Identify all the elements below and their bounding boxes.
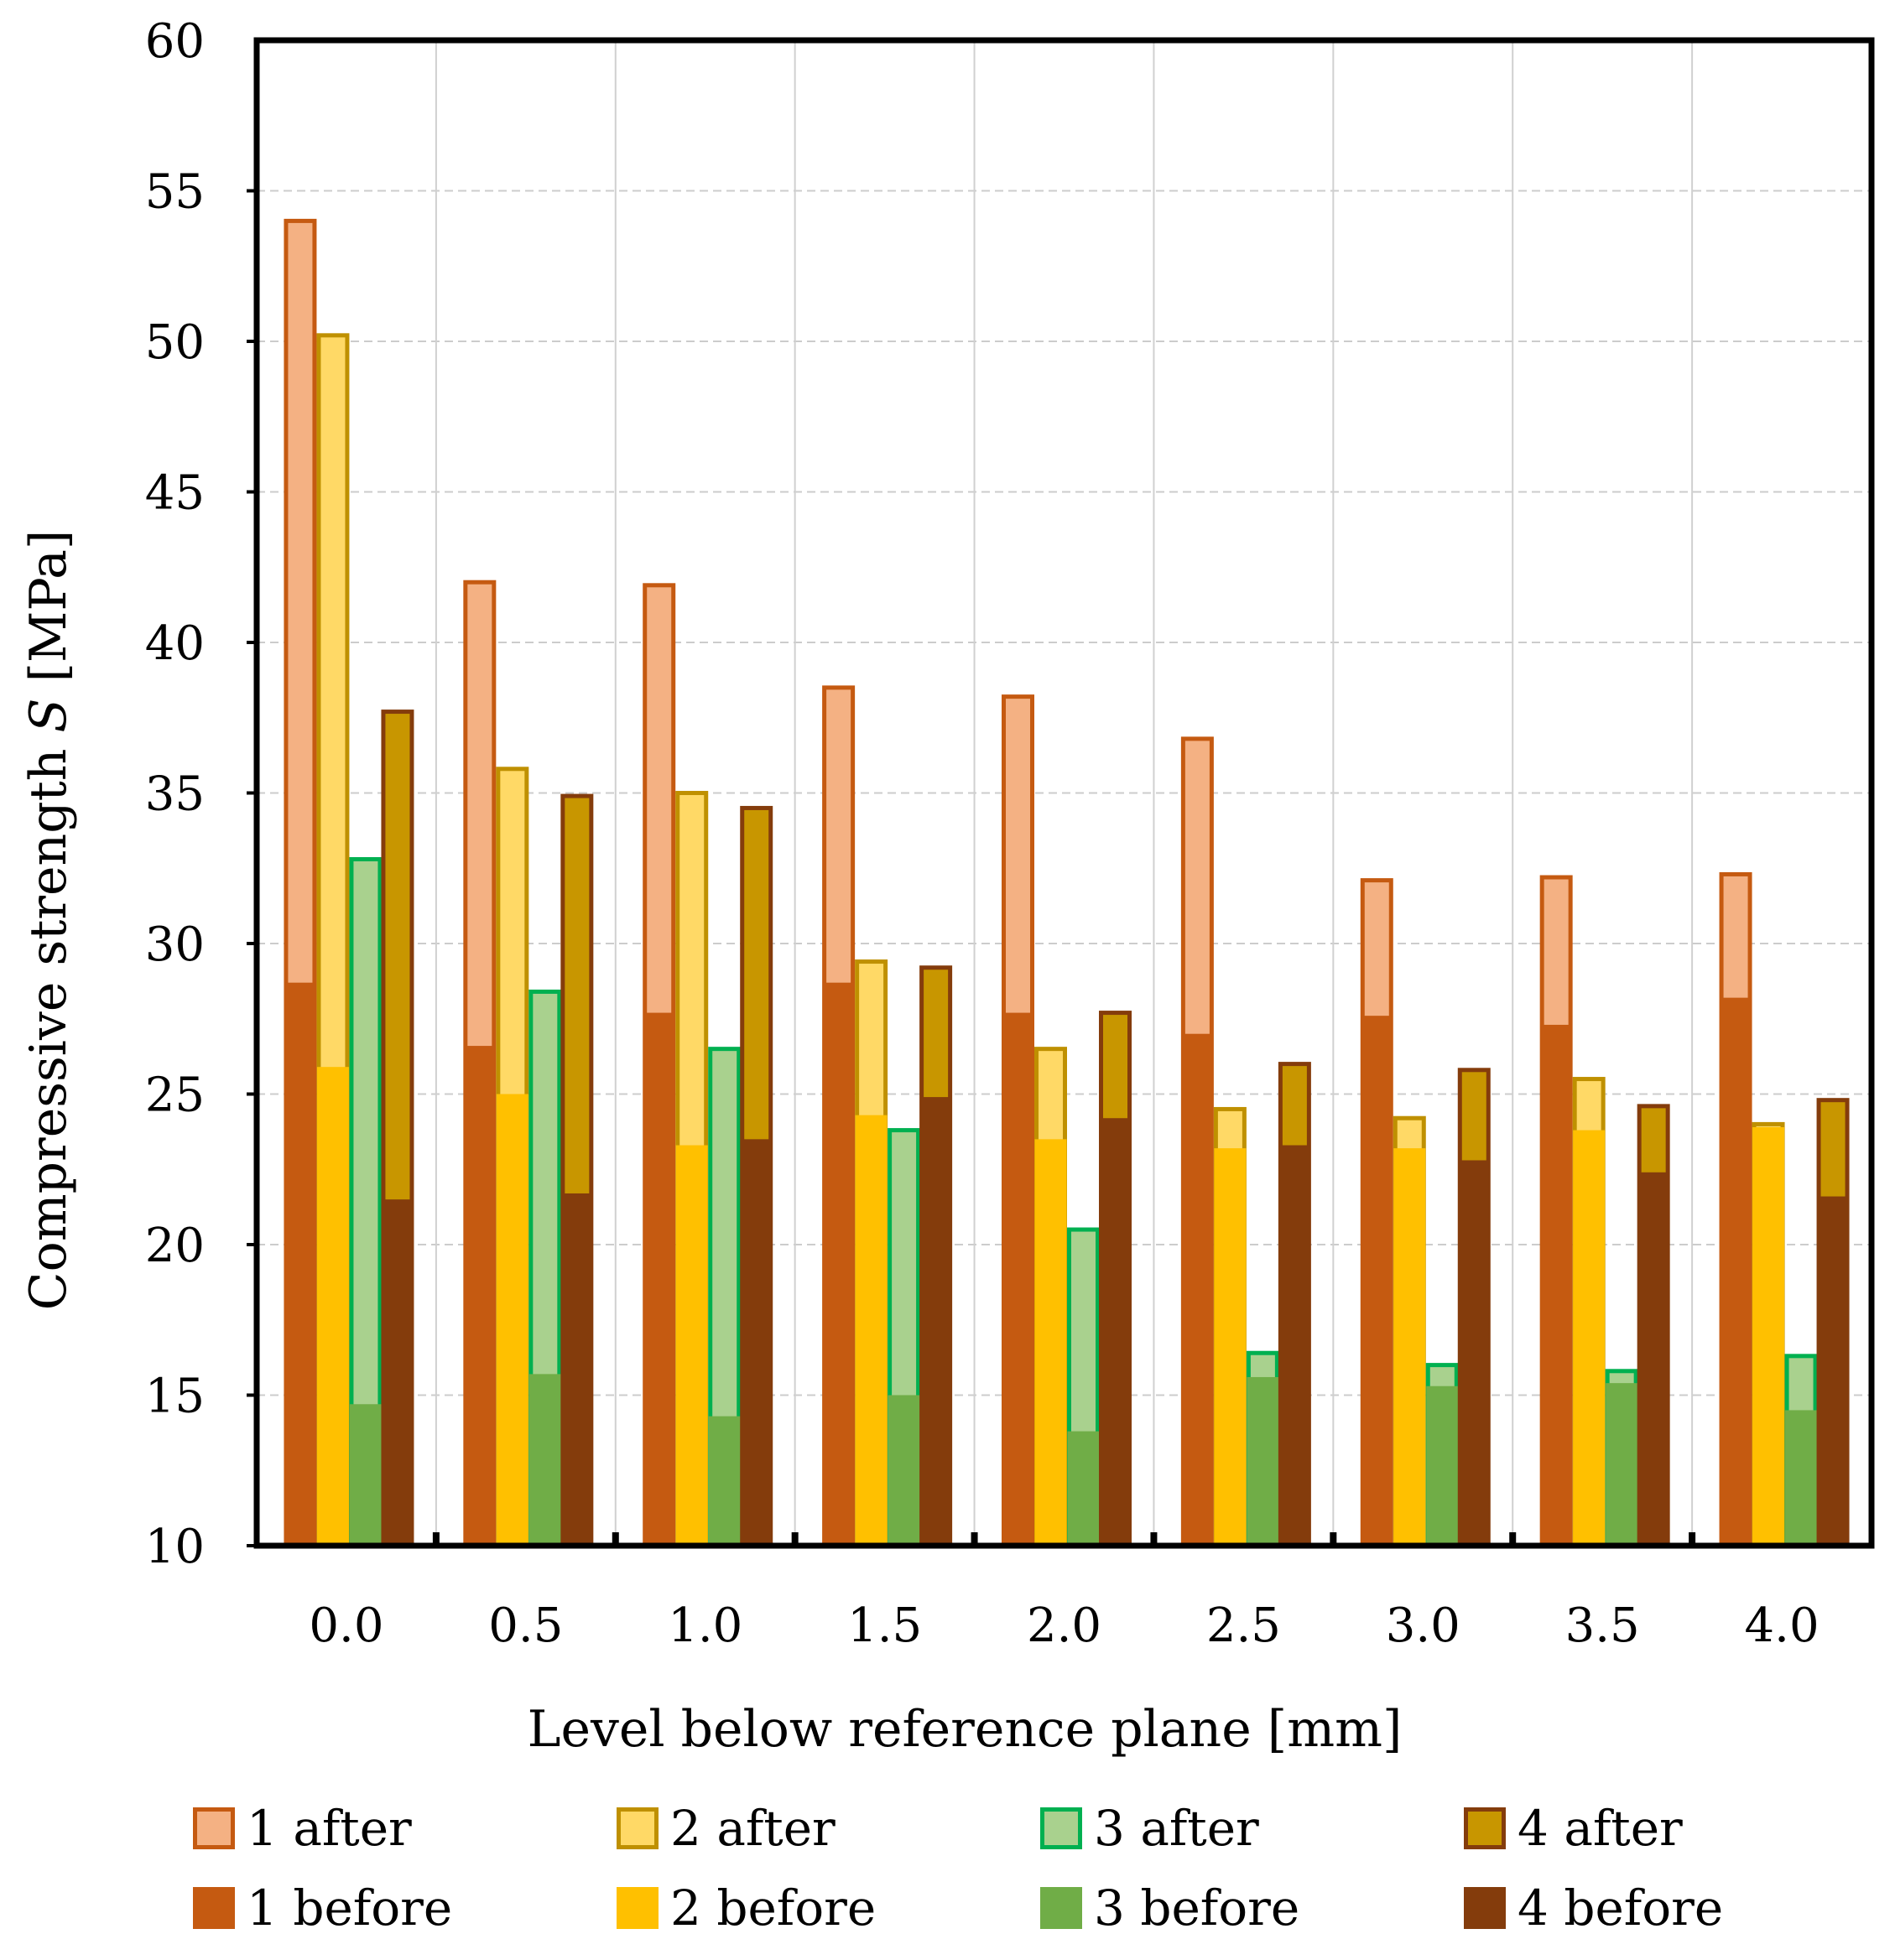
legend-item: 3 after: [1040, 1795, 1259, 1862]
bar-3-before: [888, 1395, 920, 1546]
bar-4-before: [1458, 1160, 1491, 1546]
legend-swatch: [1464, 1887, 1506, 1929]
bar-2-before: [855, 1115, 888, 1546]
y-tick-label: 20: [145, 1219, 205, 1273]
bar-4-before: [1637, 1172, 1670, 1546]
y-tick-label: 50: [145, 315, 205, 370]
bar-2-before: [1034, 1139, 1067, 1546]
bar-1-before: [643, 1012, 675, 1546]
bar-1-before: [822, 982, 855, 1546]
bar-1-before: [1720, 997, 1752, 1546]
bar-2-before: [1214, 1148, 1247, 1546]
legend-label: 3 after: [1094, 1800, 1259, 1857]
x-tick-label: 1.5: [847, 1599, 922, 1653]
x-tick-label: 4.0: [1745, 1599, 1820, 1653]
bar-1-before: [1361, 1016, 1393, 1546]
y-tick-label: 15: [145, 1370, 205, 1424]
y-tick-label: 25: [145, 1068, 205, 1123]
bar-3-before: [708, 1416, 741, 1546]
bar-4-before: [381, 1199, 414, 1546]
bar-4-before: [1099, 1118, 1132, 1546]
bar-2-before: [496, 1094, 528, 1546]
bars-layer: [284, 218, 1850, 1548]
legend-item: 2 before: [617, 1874, 876, 1942]
ticks-layer: [247, 189, 1696, 1547]
legend-label: 4 after: [1518, 1800, 1683, 1857]
legend-swatch: [617, 1807, 659, 1849]
bar-1-before: [1540, 1024, 1573, 1546]
legend-label: 2 before: [670, 1879, 877, 1937]
bar-1-before: [1181, 1033, 1214, 1546]
bar-1-before: [1002, 1012, 1034, 1546]
bar-4-before: [1817, 1196, 1850, 1546]
legend-swatch: [1040, 1807, 1082, 1849]
legend-item: 4 after: [1464, 1795, 1683, 1862]
legend-item: 2 after: [617, 1795, 836, 1862]
y-tick-label: 45: [145, 466, 205, 521]
x-axis-title: Level below reference plane [mm]: [528, 1700, 1403, 1759]
legend: 1 after 2 after 3 after 4 after 1 before 2 be…: [193, 1795, 1837, 1954]
bar-3-before: [1426, 1386, 1459, 1546]
legend-item: 1 after: [193, 1795, 412, 1862]
bar-4-before: [1278, 1145, 1311, 1546]
y-tick-label: 30: [145, 918, 205, 972]
legend-swatch: [617, 1887, 659, 1929]
legend-label: 3 before: [1094, 1879, 1300, 1937]
legend-label: 4 before: [1518, 1879, 1724, 1937]
bar-4-before: [740, 1139, 773, 1546]
bar-3-before: [528, 1374, 561, 1546]
legend-swatch: [193, 1807, 235, 1849]
x-tick-label: 2.0: [1027, 1599, 1101, 1653]
bar-2-before: [675, 1145, 708, 1546]
x-tick-label: 3.0: [1386, 1599, 1460, 1653]
bar-4-before: [919, 1097, 952, 1546]
legend-swatch: [1464, 1807, 1506, 1849]
y-tick-label: 10: [145, 1520, 205, 1574]
legend-item: 1 before: [193, 1874, 452, 1942]
legend-label: 1 after: [247, 1800, 412, 1857]
bar-1-before: [463, 1046, 496, 1546]
bar-2-before: [1393, 1148, 1426, 1546]
y-tick-label: 35: [145, 767, 205, 822]
grid-layer: [257, 40, 1872, 1546]
y-tick-label: 55: [145, 165, 205, 220]
legend-label: 1 before: [247, 1879, 453, 1937]
legend-label: 2 after: [670, 1800, 836, 1857]
bar-3-before: [1785, 1410, 1818, 1546]
labels-layer: 10 15 20 25 30 35 40 45 50 55 60 0.0 0.5 1.0 1.5 2.0 2.5…: [145, 14, 1820, 1653]
bar-3-before: [1247, 1376, 1279, 1546]
x-tick-label: 3.5: [1565, 1599, 1640, 1653]
bar-3-before: [349, 1404, 382, 1546]
x-tick-label: 2.5: [1206, 1599, 1281, 1653]
bar-3-before: [1067, 1431, 1100, 1546]
bar-3-before: [1606, 1383, 1638, 1546]
y-axis-title: Compressive strength S [MPa]: [19, 530, 78, 1311]
legend-swatch: [1040, 1887, 1082, 1929]
legend-swatch: [193, 1887, 235, 1929]
bar-4-before: [560, 1193, 593, 1546]
legend-item: 4 before: [1464, 1874, 1723, 1942]
x-tick-label: 1.0: [668, 1599, 742, 1653]
bar-1-before: [284, 982, 316, 1546]
bar-2-before: [1573, 1130, 1606, 1546]
x-tick-label: 0.0: [309, 1599, 383, 1653]
y-tick-label: 60: [145, 14, 205, 69]
bar-2-before: [316, 1067, 349, 1546]
bar-2-before: [1752, 1126, 1785, 1546]
legend-item: 3 before: [1040, 1874, 1299, 1942]
x-tick-label: 0.5: [488, 1599, 563, 1653]
y-tick-label: 40: [145, 616, 205, 671]
